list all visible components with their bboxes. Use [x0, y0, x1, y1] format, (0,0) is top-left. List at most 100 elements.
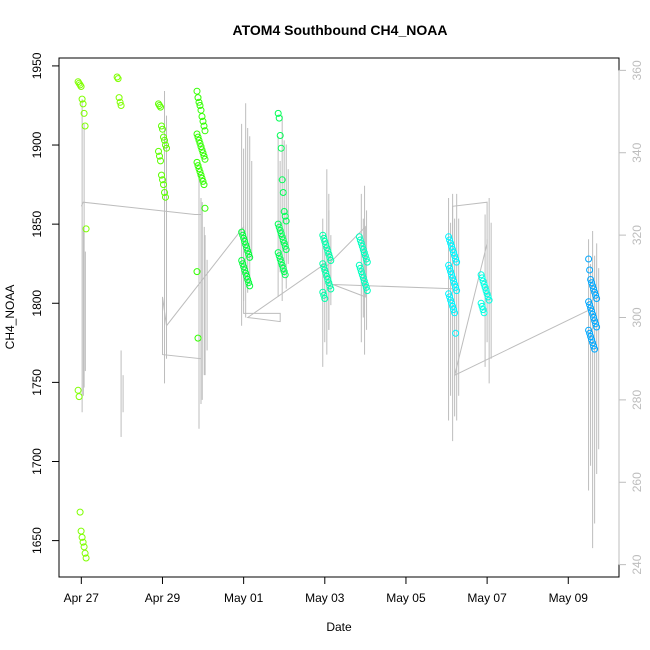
data-point-0-17: [82, 554, 90, 562]
data-point-3-27: [193, 268, 201, 276]
data-point-5-3: [277, 144, 285, 152]
data-point-4-5: [243, 244, 251, 252]
data-point-10-14: [590, 314, 598, 321]
data-point-5-7: [281, 212, 289, 220]
data-point-0-5: [79, 100, 87, 108]
data-point-8-5: [450, 249, 458, 257]
data-point-9-4: [481, 283, 489, 291]
data-point-3-13: [197, 143, 205, 151]
data-point-5-13: [278, 233, 286, 241]
data-point-8-4: [449, 246, 457, 253]
data-point-3-1: [194, 94, 202, 102]
data-point-9-9: [477, 299, 485, 307]
data-point-2-16: [162, 193, 169, 201]
y-axis-label: CH4_NOAA: [3, 285, 17, 350]
data-point-8-24: [451, 309, 459, 317]
data-point-9-3: [480, 280, 488, 288]
data-point-7-7: [362, 255, 370, 263]
data-point-3-25: [200, 181, 208, 189]
data-point-1-0: [113, 73, 121, 81]
data-point-5-8: [282, 217, 290, 225]
data-point-3-21: [196, 168, 204, 176]
data-point-2-10: [156, 152, 163, 160]
data-point-4-6: [244, 247, 252, 255]
data-point-10-18: [585, 326, 593, 334]
data-point-7-2: [357, 239, 365, 247]
data-point-0-14: [79, 538, 87, 546]
axes: [58, 57, 620, 578]
data-point-10-11: [587, 304, 595, 312]
y-tick-label-0: 1650: [30, 527, 44, 554]
data-point-6-3: [322, 241, 330, 249]
data-point-3-23: [198, 174, 206, 182]
data-point-0-4: [78, 95, 86, 103]
data-point-5-6: [280, 208, 288, 215]
data-point-2-3: [158, 122, 165, 130]
data-point-10-7: [592, 291, 600, 299]
data-point-8-16: [452, 283, 460, 291]
data-point-6-20: [321, 295, 329, 302]
data-point-7-14: [360, 277, 368, 285]
data-point-0-3: [77, 83, 85, 90]
data-point-8-25: [452, 329, 460, 337]
x-tick-label-3: May 03: [305, 591, 345, 605]
data-point-5-25: [281, 271, 289, 279]
data-point-6-6: [325, 250, 333, 258]
data-point-5-9: [274, 220, 282, 228]
data-point-7-0: [355, 233, 363, 241]
data-point-2-5: [160, 133, 167, 141]
data-point-6-10: [320, 263, 328, 271]
data-point-5-2: [276, 132, 284, 139]
data-point-8-2: [447, 239, 455, 247]
data-point-5-19: [275, 252, 283, 260]
data-point-1-3: [116, 98, 124, 106]
data-point-8-18: [445, 290, 453, 298]
data-point-9-8: [485, 296, 493, 304]
data-point-0-7: [81, 122, 89, 130]
data-point-4-2: [240, 234, 248, 242]
data-point-3-2: [195, 98, 203, 106]
data-point-10-15: [591, 317, 599, 325]
data-point-4-11: [240, 263, 248, 271]
data-point-7-10: [356, 264, 364, 272]
data-point-5-1: [275, 114, 283, 122]
y2-tick-label-2: 280: [630, 390, 644, 410]
data-point-4-1: [239, 231, 247, 239]
data-point-0-2: [76, 81, 84, 89]
data-point-8-6: [451, 252, 459, 260]
data-point-7-5: [360, 249, 368, 257]
data-point-8-12: [448, 271, 456, 279]
data-point-5-17: [282, 246, 290, 253]
data-point-3-20: [195, 165, 203, 173]
data-point-10-13: [589, 310, 597, 318]
data-point-3-17: [201, 155, 209, 163]
data-point-8-1: [446, 236, 454, 244]
data-point-3-16: [200, 152, 208, 160]
y2-tick-label-4: 320: [630, 225, 644, 245]
y-tick-label-2: 1750: [30, 369, 44, 396]
data-point-3-24: [199, 177, 207, 185]
data-point-0-10: [75, 393, 83, 401]
data-point-7-12: [358, 271, 366, 279]
data-point-5-0: [274, 109, 282, 117]
data-point-4-15: [244, 276, 252, 283]
data-point-10-12: [588, 307, 596, 315]
data-point-6-12: [322, 269, 330, 277]
y-tick-label-4: 1850: [30, 210, 44, 237]
data-point-4-12: [241, 266, 249, 274]
data-point-8-21: [448, 299, 456, 307]
data-point-8-15: [451, 280, 459, 288]
data-point-0-15: [80, 543, 88, 551]
data-point-0-9: [74, 386, 82, 394]
data-point-4-0: [238, 228, 246, 236]
x-tick-label-4: May 05: [386, 591, 426, 605]
data-point-5-11: [276, 227, 284, 234]
data-point-2-1: [156, 102, 163, 109]
data-point-6-11: [321, 266, 329, 274]
data-point-2-15: [161, 189, 168, 196]
data-point-5-5: [279, 189, 287, 196]
data-point-10-8: [593, 295, 601, 302]
data-point-4-13: [242, 269, 250, 277]
data-point-6-17: [327, 285, 335, 293]
